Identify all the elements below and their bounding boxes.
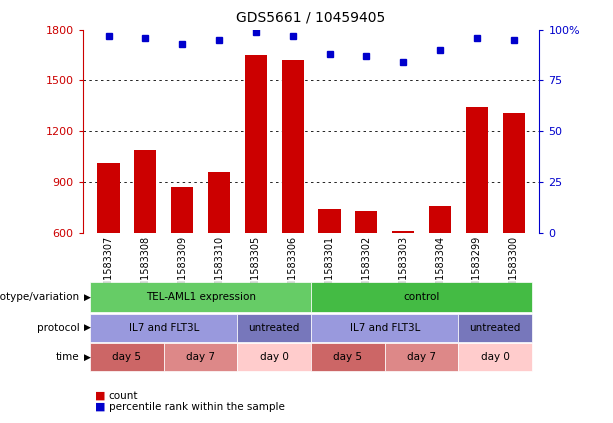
Text: ▶: ▶ [84, 353, 91, 362]
Text: ■: ■ [95, 390, 105, 401]
Text: ▶: ▶ [84, 292, 91, 302]
Text: time: time [56, 352, 80, 363]
Bar [356, 211, 378, 334]
Bar [134, 150, 156, 334]
Bar [392, 231, 414, 334]
Text: count: count [109, 390, 138, 401]
Bar [503, 113, 525, 334]
Text: untreated: untreated [470, 323, 521, 333]
Text: day 5: day 5 [112, 352, 142, 363]
Text: day 5: day 5 [333, 352, 362, 363]
Text: ▶: ▶ [84, 323, 91, 332]
Bar [171, 187, 193, 334]
Bar [245, 55, 267, 334]
Text: protocol: protocol [37, 323, 80, 333]
Text: TEL-AML1 expression: TEL-AML1 expression [146, 292, 256, 302]
Text: IL7 and FLT3L: IL7 and FLT3L [349, 323, 420, 333]
Bar [97, 163, 120, 334]
Bar [429, 206, 451, 334]
Text: ■: ■ [95, 402, 105, 412]
Bar [466, 107, 488, 334]
Text: day 0: day 0 [260, 352, 289, 363]
Bar [281, 60, 303, 334]
Text: percentile rank within the sample: percentile rank within the sample [109, 402, 284, 412]
Text: untreated: untreated [249, 323, 300, 333]
Text: IL7 and FLT3L: IL7 and FLT3L [129, 323, 199, 333]
Text: control: control [403, 292, 440, 302]
Text: genotype/variation: genotype/variation [0, 292, 80, 302]
Text: day 0: day 0 [481, 352, 509, 363]
Text: day 7: day 7 [407, 352, 436, 363]
Bar [319, 209, 341, 334]
Text: day 7: day 7 [186, 352, 215, 363]
Title: GDS5661 / 10459405: GDS5661 / 10459405 [237, 10, 386, 24]
Bar [208, 172, 230, 334]
